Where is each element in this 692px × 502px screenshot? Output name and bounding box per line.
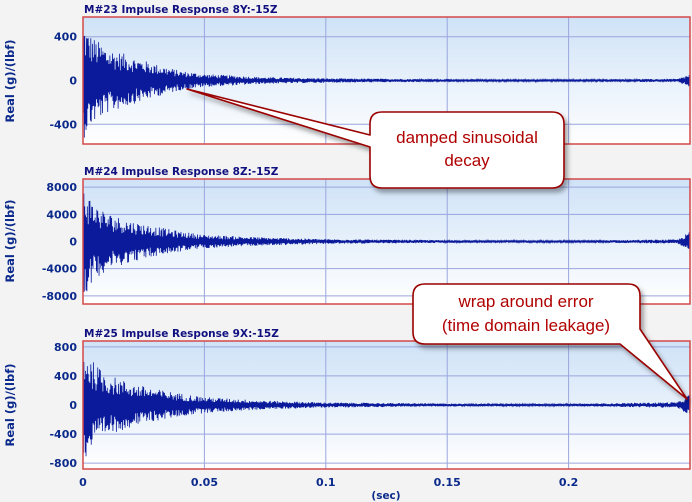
plot-1-y-axis-label: Real (g)/(lbf) [3,40,17,123]
plot-3-title: M#25 Impulse Response 9X:-15Z [84,328,279,340]
plot-2: M#24 Impulse Response 8Z:-15Z 8000 4000 0 -… [3,166,691,305]
x-axis-label: (sec) [371,490,400,502]
plot-3-series-line [82,357,691,457]
plot-2-y-ticks: 8000 4000 0 -4000 -8000 [42,181,78,303]
plot-2-y-tick-label: -8000 [42,290,78,303]
plot-3-frame [82,340,691,470]
plot-2-series-line [82,193,691,293]
callout-damped-decay [186,88,565,189]
x-tick-label: 0.15 [434,476,461,489]
x-tick-label: 0.2 [559,476,579,489]
callout-2-line-1: wrap around error [457,292,593,311]
plot-2-y-tick-label: 8000 [46,181,77,194]
callout-2-line-2: (time domain leakage) [442,316,610,335]
plot-3-y-ticks: 800 400 0 -400 -800 [49,341,77,470]
plot-2-title: M#24 Impulse Response 8Z:-15Z [84,166,279,178]
callout-wrap-around [412,283,688,400]
x-tick-label: 0.05 [191,476,218,489]
plot-2-trace [82,193,691,293]
plot-3-y-tick-label: -800 [49,457,77,470]
x-tick-label: 0.1 [316,476,336,489]
plot-3-y-tick-label: 800 [54,341,77,354]
plot-2-y-tick-label: 0 [69,236,77,249]
plot-1-title: M#23 Impulse Response 8Y:-15Z [84,4,278,16]
plot-3-y-axis-label: Real (g)/(lbf) [3,364,17,447]
x-tick-label: 0 [79,476,87,489]
plot-3-y-tick-label: 400 [54,370,77,383]
plot-2-y-axis-label: Real (g)/(lbf) [3,200,17,283]
callout-1-shape [186,88,565,189]
plot-2-y-tick-label: -4000 [42,263,78,276]
callout-1-line-2: decay [444,151,490,170]
plot-1-y-tick-label: -400 [49,118,77,131]
plot-1-series-line [82,33,691,138]
plot-3-y-tick-label: -400 [49,428,77,441]
callout-1-line-1: damped sinusoidal [396,128,538,147]
plot-2-y-tick-label: 4000 [46,208,77,221]
plot-3-trace [82,357,691,457]
plot-3-y-tick-label: 0 [69,399,77,412]
plot-1-trace [82,33,691,138]
plot-1-y-ticks: 400 0 -400 [49,31,77,132]
x-axis-ticks: 0 0.05 0.1 0.15 0.2 [79,476,578,489]
plot-3: M#25 Impulse Response 9X:-15Z 800 400 0 -40… [3,328,691,470]
plot-1-y-tick-label: 400 [54,31,77,44]
callout-2-shape [412,283,688,400]
plot-1: M#23 Impulse Response 8Y:-15Z 400 0 -400 R… [3,4,691,145]
plot-1-y-tick-label: 0 [69,75,77,88]
